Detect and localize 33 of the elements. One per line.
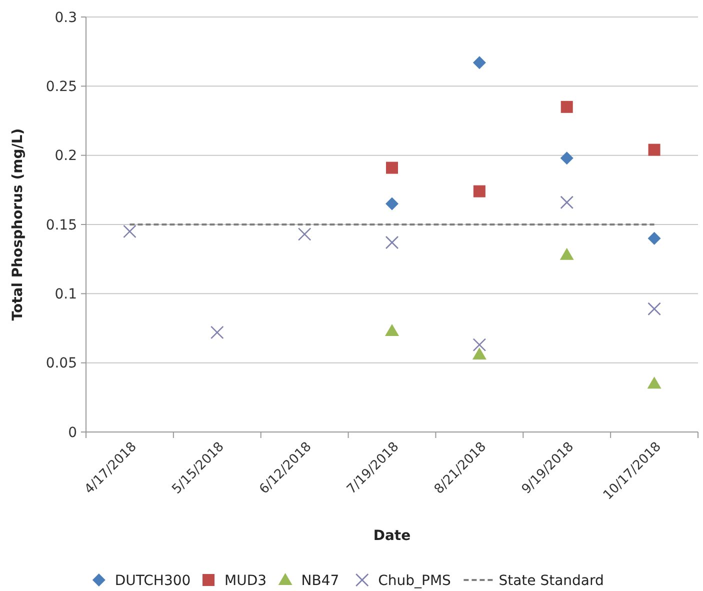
point — [648, 144, 660, 156]
point — [560, 248, 574, 260]
legend-label: DUTCH300 — [114, 572, 191, 589]
point — [648, 232, 661, 245]
point — [298, 228, 312, 241]
point — [385, 324, 399, 336]
point — [472, 348, 486, 360]
point — [385, 236, 399, 250]
y-tick-label: 0.1 — [54, 286, 77, 303]
point — [472, 56, 486, 70]
legend-label: State Standard — [498, 572, 604, 589]
point — [647, 376, 662, 389]
y-tick-label: 0.25 — [46, 79, 77, 96]
point — [472, 338, 486, 352]
legend-label: NB47 — [301, 572, 340, 589]
point — [560, 152, 574, 165]
point — [560, 100, 573, 113]
y-tick-label: 0.2 — [54, 148, 77, 164]
y-tick-label: 0.05 — [46, 356, 77, 372]
legend-label: MUD3 — [224, 572, 267, 589]
y-tick-label: 0.15 — [46, 217, 77, 234]
y-tick-label: 0.3 — [54, 10, 77, 26]
point — [210, 326, 224, 340]
legend-label: Chub_PMS — [378, 572, 452, 589]
y-axis-title: Total Phosphorus (mg/L) — [10, 128, 26, 321]
point — [648, 302, 661, 316]
point — [386, 197, 398, 210]
y-tick-label: 0 — [68, 424, 77, 441]
point — [560, 196, 574, 210]
point — [386, 162, 398, 174]
point — [123, 224, 136, 238]
point — [473, 185, 486, 198]
x-axis-title: Date — [373, 528, 411, 544]
